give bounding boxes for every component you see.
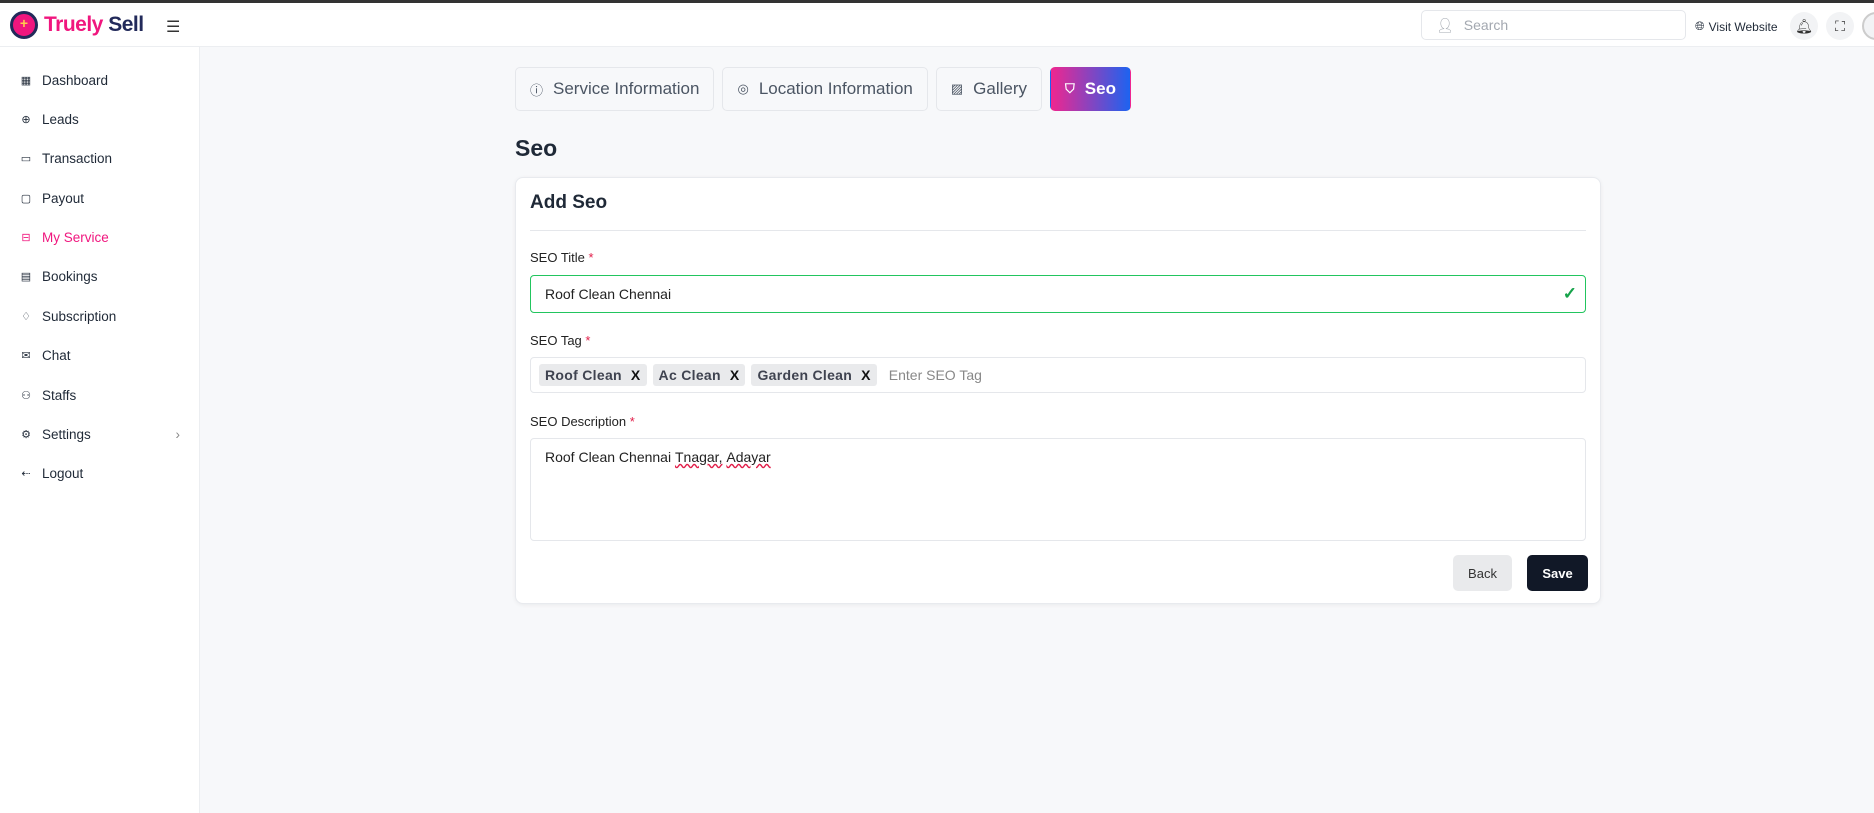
sidebar-item-bookings[interactable]: ▤ Bookings xyxy=(20,268,98,284)
seo-title-input[interactable]: Roof Clean Chennai ✓ xyxy=(530,275,1586,313)
page-title: Seo xyxy=(515,135,558,161)
seo-description-label: SEO Description * xyxy=(530,414,635,429)
search-input[interactable]: 👤︎ Search xyxy=(1421,10,1686,40)
tab-gallery[interactable]: ▨ Gallery xyxy=(935,67,1043,111)
remove-tag-button[interactable]: X xyxy=(729,367,740,383)
sidebar-item-transaction[interactable]: ▭ Transaction xyxy=(20,150,113,166)
tab-service-information[interactable]: ⓘ Service Information xyxy=(515,67,715,111)
sidebar-item-my-service[interactable]: ⊟ My Service xyxy=(21,229,109,245)
sidebar-item-logout[interactable]: ⇠ Logout xyxy=(21,465,84,481)
remove-tag-button[interactable]: X xyxy=(630,367,641,383)
card-title: Add Seo xyxy=(530,192,608,213)
grid-icon: ▦ xyxy=(20,74,32,87)
window-top-bar xyxy=(0,0,1874,3)
back-button[interactable]: Back xyxy=(1453,555,1512,591)
map-pin-icon: ◎ xyxy=(737,81,749,96)
sidebar-item-settings[interactable]: ⚙ Settings › xyxy=(21,426,181,442)
sidebar-item-dashboard[interactable]: ▦ Dashboard xyxy=(20,72,109,88)
logo-mark-icon xyxy=(10,11,38,39)
avatar[interactable] xyxy=(1862,12,1874,40)
visit-website-link[interactable]: 🌐︎ Visit Website xyxy=(1695,19,1778,34)
briefcase-icon: ⊟ xyxy=(21,231,31,244)
users-icon: ⚇ xyxy=(21,389,31,402)
chevron-right-icon: › xyxy=(175,426,181,442)
fullscreen-icon[interactable]: ⛶ xyxy=(1826,12,1854,40)
globe-icon: ⊕ xyxy=(21,113,31,126)
seo-title-label: SEO Title * xyxy=(530,250,594,265)
sidebar-item-staffs[interactable]: ⚇ Staffs xyxy=(21,387,77,403)
seo-description-textarea[interactable]: Roof Clean Chennai Tnagar, Adayar xyxy=(530,438,1586,541)
tabs: ⓘ Service Information ◎ Location Informati… xyxy=(515,67,1131,111)
divider xyxy=(530,230,1586,231)
logo[interactable]: Truely Sell xyxy=(10,11,144,39)
sidebar-item-leads[interactable]: ⊕ Leads xyxy=(21,111,79,127)
tag-chip: Roof Clean X xyxy=(539,364,647,386)
logo-text: Truely Sell xyxy=(44,13,144,36)
mail-icon: ✉ xyxy=(21,349,31,362)
remove-tag-button[interactable]: X xyxy=(861,367,871,383)
bell-plus-icon: ♢ xyxy=(21,310,31,323)
tab-location-information[interactable]: ◎ Location Information xyxy=(722,67,928,111)
seo-tag-label: SEO Tag * xyxy=(530,333,591,348)
menu-toggle-icon[interactable]: ☰ xyxy=(166,19,181,36)
sidebar-item-payout[interactable]: ▢ Payout xyxy=(20,190,85,206)
seo-tag-input[interactable]: Roof Clean X Ac Clean X Garden Clean X Ente… xyxy=(530,357,1586,393)
credit-card-icon: ▭ xyxy=(20,152,32,165)
sidebar: ▦ Dashboard ⊕ Leads ▭ Transaction ▢ Payout ⊟… xyxy=(0,47,200,813)
logout-icon: ⇠ xyxy=(21,467,31,480)
calendar-icon: ▤ xyxy=(20,270,32,283)
tag-placeholder: Enter SEO Tag xyxy=(888,367,982,383)
header: Truely Sell ☰ 👤︎Search 🌐︎Visit Website 🔔… xyxy=(0,3,1874,47)
check-icon: ✓ xyxy=(1562,284,1577,303)
sidebar-item-chat[interactable]: ✉ Chat xyxy=(21,347,71,363)
shield-icon: ⛉ xyxy=(1065,81,1075,96)
globe-icon: 🌐︎ xyxy=(1695,19,1705,33)
tag-chip: Garden Clean X xyxy=(751,364,877,386)
save-button[interactable]: Save xyxy=(1527,555,1588,591)
info-icon: ⓘ xyxy=(530,82,544,98)
add-seo-card: Add Seo SEO Title * Roof Clean Chennai ✓ … xyxy=(515,177,1601,604)
wallet-icon: ▢ xyxy=(20,192,32,205)
tab-seo[interactable]: ⛉ Seo xyxy=(1050,67,1131,111)
image-icon: ▨ xyxy=(950,81,964,96)
tag-chip: Ac Clean X xyxy=(652,364,746,386)
user-icon: 👤︎ xyxy=(1436,16,1454,33)
gear-icon: ⚙ xyxy=(21,428,31,441)
notification-bell-icon[interactable]: 🔔︎ xyxy=(1790,12,1818,40)
sidebar-item-subscription[interactable]: ♢ Subscription xyxy=(21,308,117,324)
